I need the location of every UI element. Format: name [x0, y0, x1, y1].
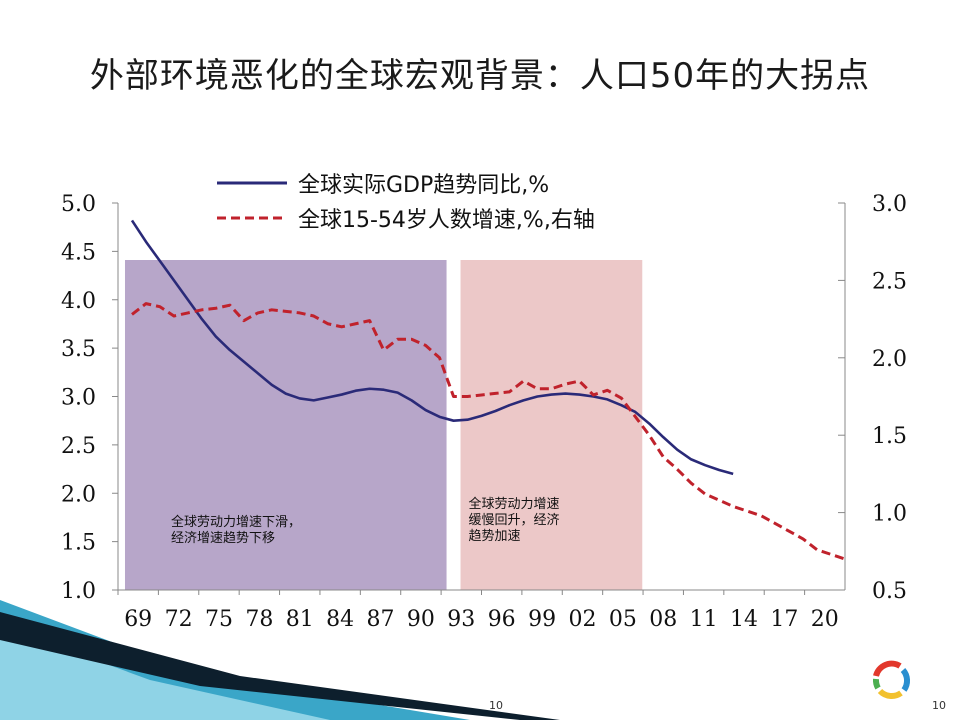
region-2	[460, 260, 643, 590]
left-tick-label: 1.0	[61, 579, 96, 604]
left-tick-label: 3.0	[61, 386, 96, 411]
left-tick-label: 4.0	[61, 289, 96, 314]
x-tick-label: 14	[730, 607, 758, 632]
right-tick-label: 3.0	[872, 192, 907, 217]
axes: 5.0 4.5 4.0 3.5 3.0 2.5 2.0 1.5 1.0 3.0 2.5 2.0 1.5 1…	[61, 192, 907, 632]
region-2-note-line: 趋势加速	[469, 528, 521, 544]
left-tick-label: 3.5	[61, 337, 96, 362]
series-lines	[130, 219, 846, 561]
x-tick-label: 17	[770, 607, 798, 632]
x-tick-label: 08	[649, 607, 677, 632]
region-2-note-line: 缓慢回升，经济	[469, 512, 560, 528]
left-tick-label: 5.0	[61, 192, 96, 217]
region-2-note-line: 全球劳动力增速	[469, 496, 560, 512]
x-tick-label: 81	[286, 607, 314, 632]
legend-label-1: 全球实际GDP趋势同比,%	[298, 173, 549, 198]
legend-label-2: 全球15-54岁人数增速,%,右轴	[298, 208, 595, 233]
x-tick-label: 99	[528, 607, 556, 632]
x-tick-label: 20	[811, 607, 839, 632]
x-tick-label: 72	[165, 607, 193, 632]
x-tick-label: 96	[488, 607, 516, 632]
swoosh-light	[0, 625, 330, 720]
left-tick-label: 2.0	[61, 482, 96, 507]
x-tick-label: 69	[124, 607, 152, 632]
x-tick-label: 02	[568, 607, 596, 632]
x-tick-label: 93	[447, 607, 475, 632]
left-tick-label: 4.5	[61, 240, 96, 265]
page-number-center: 10	[489, 699, 503, 712]
x-tick-label: 78	[245, 607, 273, 632]
x-tick-label: 87	[367, 607, 395, 632]
x-tick-label: 05	[609, 607, 637, 632]
right-tick-label: 0.5	[872, 579, 907, 604]
x-tick-label: 75	[205, 607, 233, 632]
right-tick-label: 2.5	[872, 269, 907, 294]
right-tick-label: 1.5	[872, 424, 907, 449]
x-tick-label: 11	[690, 607, 718, 632]
x-tick-label: 84	[326, 607, 354, 632]
decorative-swoosh	[0, 600, 560, 720]
region-1-note-line: 经济增速趋势下移	[171, 530, 275, 546]
series-line-2	[131, 302, 846, 561]
x-tick-label: 90	[407, 607, 435, 632]
left-tick-label: 2.5	[61, 434, 96, 459]
region-1-note-line: 全球劳动力增速下滑，	[171, 514, 301, 530]
legend: 全球实际GDP趋势同比,% 全球15-54岁人数增速,%,右轴	[217, 173, 595, 233]
page-number-corner: 10	[932, 699, 946, 712]
left-tick-label: 1.5	[61, 531, 96, 556]
series-line-1	[130, 219, 734, 476]
logo	[872, 660, 911, 700]
right-tick-label: 1.0	[872, 502, 907, 527]
right-tick-label: 2.0	[872, 347, 907, 372]
slide-title: 外部环境恶化的全球宏观背景：人口50年的大拐点	[89, 56, 871, 96]
shaded-regions	[124, 260, 643, 590]
region-1	[124, 260, 447, 590]
